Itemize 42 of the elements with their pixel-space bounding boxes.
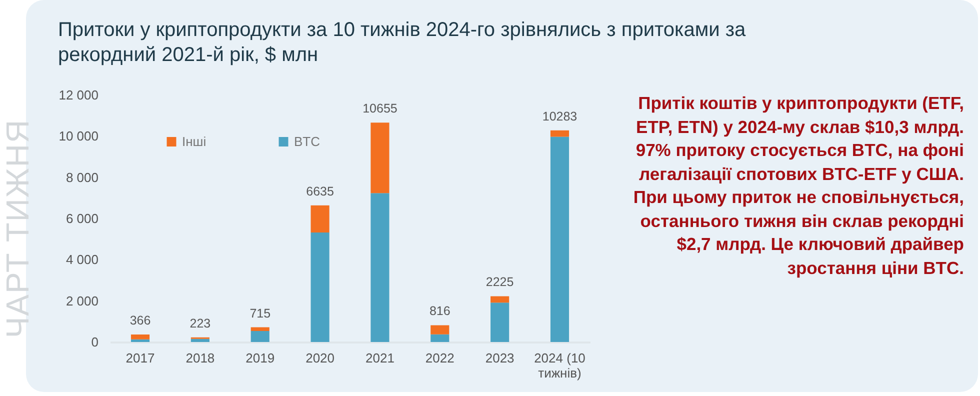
- total-label: 715: [250, 306, 271, 320]
- bar: [490, 296, 510, 303]
- total-label: 10655: [362, 102, 398, 116]
- bar: [430, 334, 450, 342]
- total-label: 816: [429, 304, 450, 318]
- x-tick-label: 2018: [186, 350, 215, 366]
- y-tick-label: 6 000: [66, 211, 98, 226]
- bar: [550, 136, 570, 342]
- bar: [370, 122, 390, 194]
- x-tick-label: 2022: [425, 350, 454, 366]
- y-tick-label: 4 000: [66, 252, 98, 268]
- bar: [130, 334, 150, 340]
- x-tick-label: 2021: [366, 350, 394, 366]
- total-label: 223: [190, 316, 211, 330]
- bar: [370, 193, 390, 342]
- x-tick-label: 2019: [246, 350, 275, 366]
- chart-title: Притоки у криптопродукти за 10 тижнів 2024-го зрівнялись з притоками за рекордний 2021-й рік, $ млн: [58, 18, 747, 68]
- bar: [430, 325, 450, 334]
- bar: [130, 339, 150, 342]
- bar: [250, 330, 270, 342]
- y-tick-label: 0: [91, 334, 98, 350]
- text: Притік коштів у криптопродукти (ETF, ETP, ETN) у 2024-му склав $10,3 млрд. 97% притоку стосується BTC, на фоні легалізації спотових BTC-ETF у США. При цьому приток не сповільнується, останнього тижня він склав рекордні $2,7 млрд. Це ключовий драйвер зростання ціни BTC.: [632, 92, 964, 280]
- y-tick-label: 2 000: [66, 293, 98, 308]
- x-tick-label: 2023: [485, 350, 514, 366]
- y-tick-label: 10 000: [58, 128, 98, 144]
- bar: [490, 302, 510, 342]
- bar: [310, 232, 330, 342]
- bar: [550, 130, 570, 137]
- x-tick-label: 2024 (10 тижнів): [534, 350, 586, 380]
- bar: [310, 205, 330, 232]
- bar: [190, 338, 210, 342]
- y-tick-label: 8 000: [66, 170, 98, 185]
- x-tick-label: 2020: [306, 350, 334, 366]
- total-label: 2225: [486, 275, 514, 290]
- y-tick-label: 12 000: [58, 88, 98, 102]
- total-label: 10283: [542, 109, 578, 124]
- legend-label: Інші: [182, 134, 206, 149]
- total-label: 366: [130, 313, 151, 328]
- x-tick-label: 2017: [126, 350, 155, 366]
- total-label: 6635: [306, 184, 334, 198]
- legend-label: BTC: [294, 134, 320, 149]
- bar: [250, 327, 270, 331]
